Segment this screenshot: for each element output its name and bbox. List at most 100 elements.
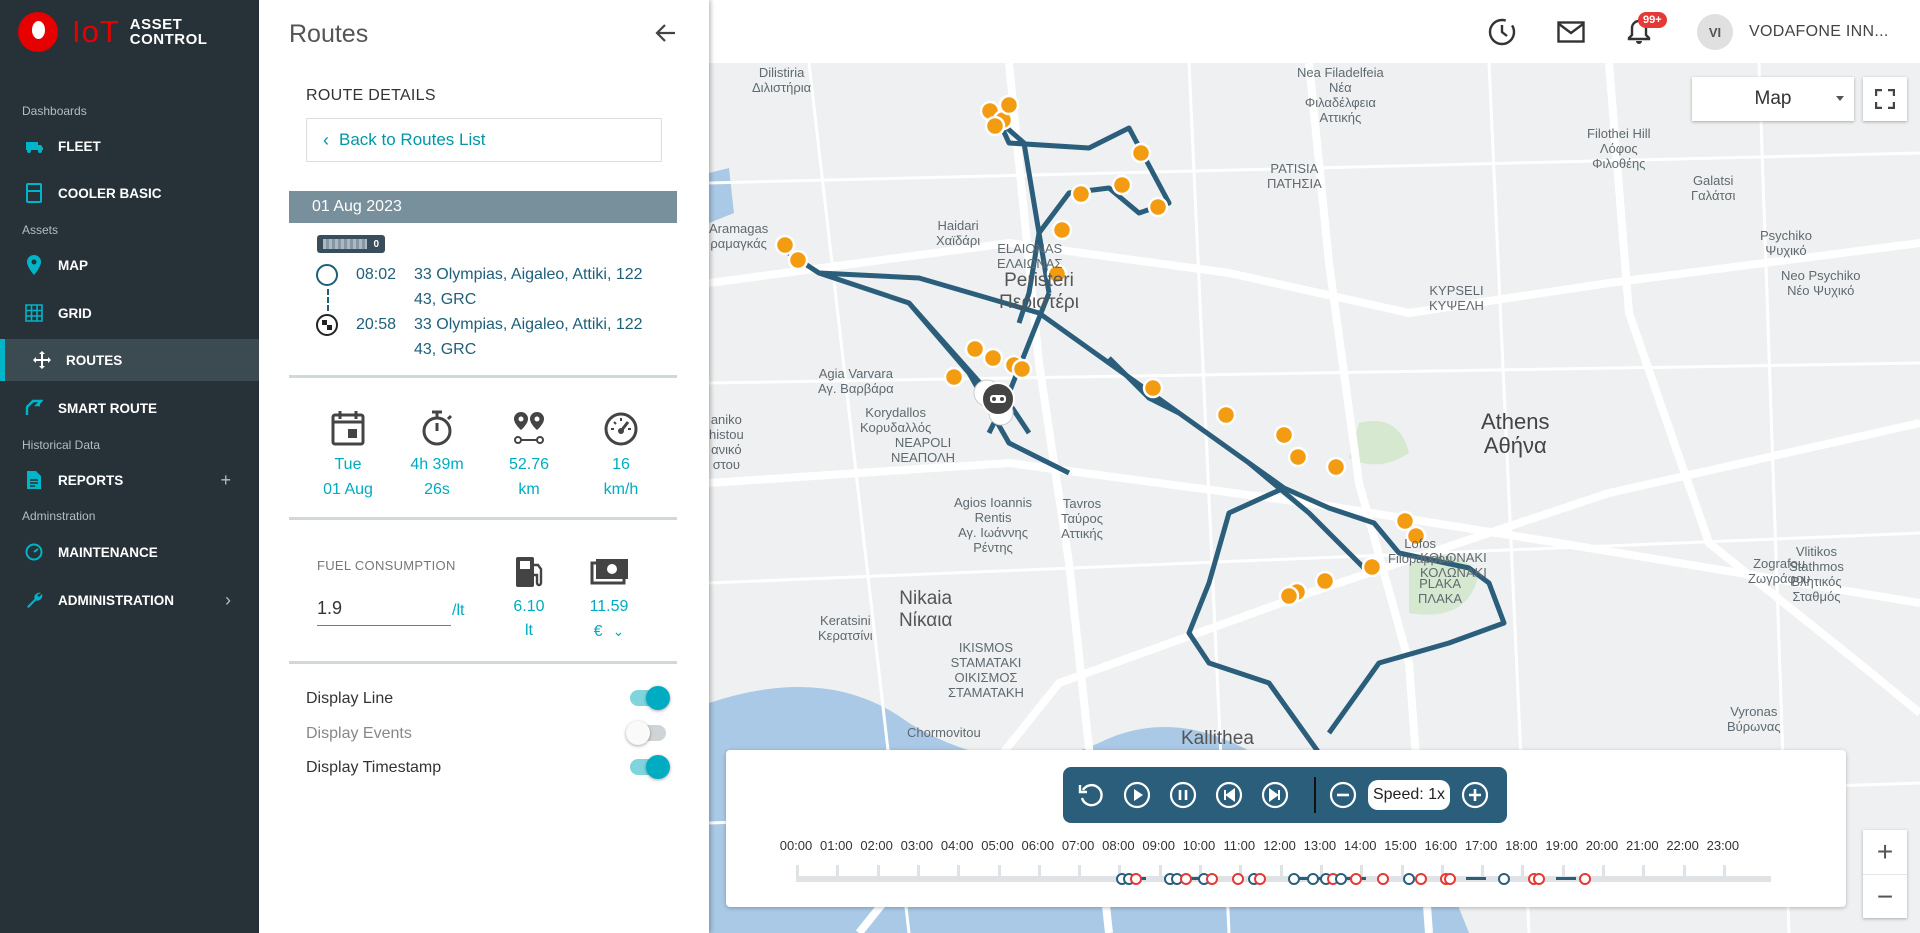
logo-sub-line2: CONTROL (129, 31, 208, 48)
route-date-bar: 01 Aug 2023 (289, 191, 677, 223)
divider (289, 661, 677, 664)
display-events-switch[interactable] (626, 721, 666, 745)
timeline-event-marker[interactable] (1180, 873, 1192, 885)
timeline-event-marker[interactable] (1335, 873, 1347, 885)
stat-date: Tue 01 Aug (303, 410, 393, 502)
timeline-event-marker[interactable] (1130, 873, 1142, 885)
toggle-display-timestamp[interactable]: Display Timestamp (306, 755, 670, 781)
timeline-hour-label: 15:00 (1384, 838, 1417, 853)
sidebar-item-maintenance[interactable]: MAINTENANCE (0, 531, 259, 573)
sidebar-item-reports[interactable]: REPORTS + (0, 459, 259, 501)
timeline-trip-segment[interactable] (1556, 877, 1576, 880)
logo-subtitle: ASSET CONTROL (130, 17, 208, 47)
map-place-label: PLAKA ΠΛΑΚΑ (1418, 576, 1463, 606)
timeline-event-marker[interactable] (1377, 873, 1389, 885)
pause-icon[interactable] (1167, 779, 1199, 811)
toggle-display-line[interactable]: Display Line (306, 686, 670, 712)
mail-icon[interactable] (1555, 16, 1587, 48)
sidebar-item-label: SMART ROUTE (58, 400, 157, 416)
timeline-event-marker[interactable] (1444, 873, 1456, 885)
stat-duration: 4h 39m 26s (392, 410, 482, 502)
sidebar-item-label: ROUTES (66, 352, 123, 368)
toggle-label: Display Timestamp (306, 759, 442, 776)
timeline-hour-label: 22:00 (1666, 838, 1699, 853)
chevron-down-icon[interactable]: ⌄ (612, 623, 625, 639)
map-place-label: Tavros Ταύρος Αττικής (1061, 496, 1104, 541)
timeline-event-marker[interactable] (1288, 873, 1300, 885)
end-time: 20:58 (356, 316, 397, 333)
timeline-event-marker[interactable] (1307, 873, 1319, 885)
timeline-event-marker[interactable] (1415, 873, 1427, 885)
fuel-consumption-label: FUEL CONSUMPTION (317, 558, 456, 573)
timeline-track[interactable] (796, 876, 1771, 882)
sidebar-item-grid[interactable]: GRID (0, 292, 259, 334)
sidebar-item-map[interactable]: MAP (0, 244, 259, 286)
user-name[interactable]: VODAFONE INN... (1749, 23, 1889, 40)
vehicle-marker-icon[interactable] (973, 379, 1015, 426)
zoom-out-button[interactable]: − (1863, 874, 1907, 918)
replay-icon[interactable] (1075, 779, 1107, 811)
history-clock-icon[interactable] (1486, 16, 1518, 48)
skip-next-icon[interactable] (1259, 779, 1291, 811)
timeline-hour-label: 19:00 (1545, 838, 1578, 853)
chevron-right-icon[interactable]: › (225, 589, 231, 610)
logo[interactable]: IoT ASSET CONTROL (18, 12, 207, 52)
skip-previous-icon[interactable] (1213, 779, 1245, 811)
arrow-left-icon[interactable] (653, 20, 679, 46)
map-place-label: NEAPOLI ΝΕΑΠΟΛΗ (891, 435, 956, 465)
sidebar-item-smart-route[interactable]: SMART ROUTE (0, 387, 259, 429)
fuel-cost[interactable]: 11.59 € ⌄ (579, 555, 639, 644)
speed-display: Speed: 1x (1368, 780, 1450, 810)
avatar[interactable]: VI (1697, 14, 1733, 50)
display-line-switch[interactable] (630, 686, 670, 710)
expand-plus-icon[interactable]: + (220, 469, 231, 490)
map-place-label: ELAIONAS ΕΛΑΙΩΝΑΣ (997, 241, 1063, 271)
nav-section-dashboards: Dashboards (22, 104, 87, 118)
timeline-hour-label: 08:00 (1102, 838, 1135, 853)
start-time: 08:02 (356, 266, 397, 283)
timeline-tick (1521, 865, 1525, 882)
timeline-event-marker[interactable] (1254, 873, 1266, 885)
timeline-event-marker[interactable] (1232, 873, 1244, 885)
timeline-event-marker[interactable] (1206, 873, 1218, 885)
timeline-tick (1561, 865, 1565, 882)
timeline-event-marker[interactable] (1403, 873, 1415, 885)
timeline-tick (876, 865, 880, 882)
timeline-event-marker[interactable] (1498, 873, 1510, 885)
display-timestamp-switch[interactable] (630, 755, 670, 779)
fuel-liters-unit: lt (525, 622, 533, 639)
timeline-hour-label: 01:00 (820, 838, 853, 853)
play-icon[interactable] (1121, 779, 1153, 811)
notifications-bell-icon[interactable]: 99+ (1623, 12, 1667, 48)
map-place-label: Haidari Χαϊδάρι (936, 218, 981, 248)
toggle-display-events[interactable]: Display Events (306, 721, 666, 747)
stat-line1: 52.76 (508, 456, 550, 473)
back-to-routes-button[interactable]: ‹ Back to Routes List (306, 118, 662, 162)
fullscreen-icon[interactable] (1863, 77, 1907, 121)
map-place-label: Psychiko Ψυχικό (1760, 228, 1813, 258)
timeline-event-marker[interactable] (1350, 873, 1362, 885)
sidebar-item-fleet[interactable]: FLEET (0, 125, 259, 167)
timeline-hour-label: 03:00 (900, 838, 934, 853)
sidebar-item-cooler-basic[interactable]: COOLER BASIC (0, 172, 259, 214)
map-type-select[interactable]: Map (1692, 77, 1854, 121)
sidebar-item-label: GRID (58, 305, 92, 321)
map-city-label: Kallithea (1181, 728, 1254, 749)
timeline-event-marker[interactable] (1579, 873, 1591, 885)
timeline-trip-segment[interactable] (1466, 877, 1486, 880)
sidebar-item-routes[interactable]: ROUTES (0, 339, 259, 381)
speed-decrease-icon[interactable] (1327, 779, 1359, 811)
notification-count-badge: 99+ (1638, 12, 1667, 28)
speedometer-icon (604, 412, 638, 446)
timeline-event-marker[interactable] (1533, 873, 1545, 885)
zoom-control: + − (1863, 830, 1907, 918)
stat-line2: 01 Aug (323, 481, 373, 498)
timeline-tick (836, 865, 840, 882)
sidebar-item-administration[interactable]: ADMINISTRATION › (0, 579, 259, 621)
sidebar-item-label: ADMINISTRATION (58, 592, 174, 608)
zoom-in-button[interactable]: + (1876, 836, 1894, 867)
stop-markers[interactable] (774, 94, 1427, 607)
fuel-consumption-input[interactable] (317, 592, 451, 626)
logo-sub-line1: ASSET (129, 16, 183, 33)
speed-increase-icon[interactable] (1459, 779, 1491, 811)
